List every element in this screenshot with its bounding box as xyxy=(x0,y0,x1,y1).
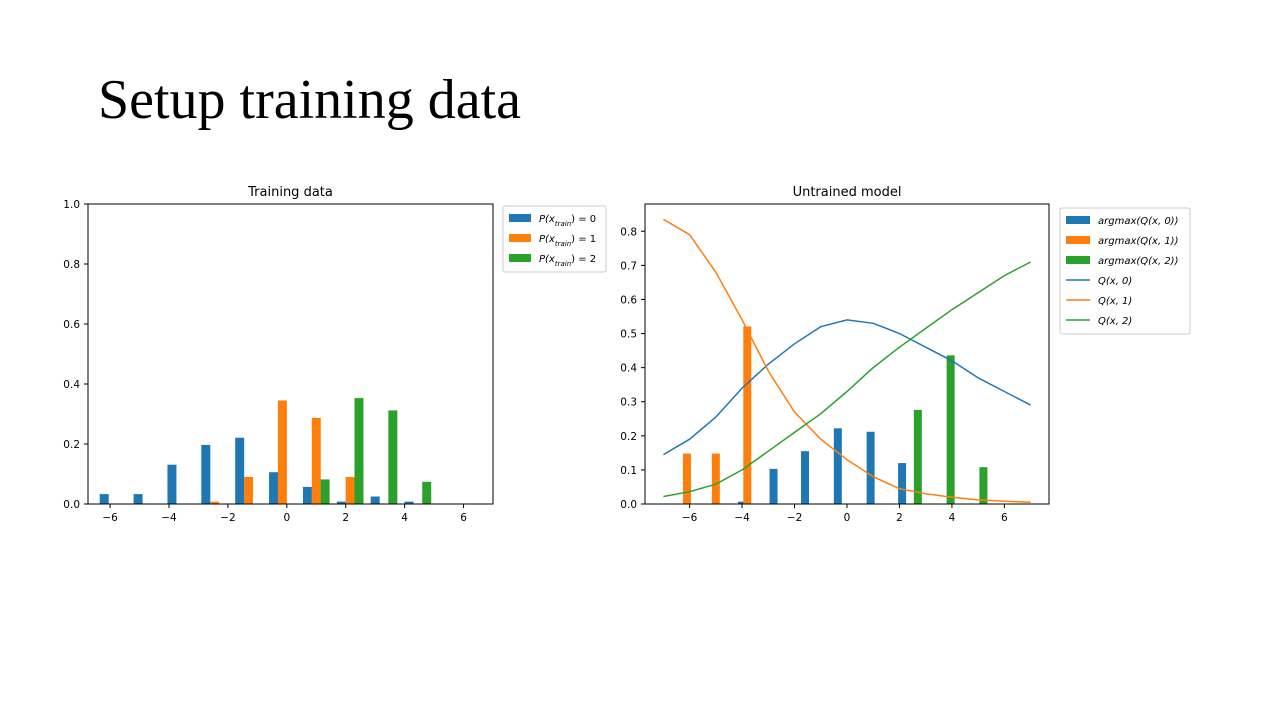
legend: argmax(Q(x, 0)) argmax(Q(x, 1)) argmax(Q(x… xyxy=(1059,207,1191,335)
y-tick-label: 0.5 xyxy=(620,329,637,341)
bar xyxy=(370,496,380,504)
chart-title: Untrained model xyxy=(793,185,902,200)
bar xyxy=(302,486,312,504)
bar xyxy=(404,501,414,504)
x-tick-label: −4 xyxy=(734,512,750,524)
y-tick-label: 0.2 xyxy=(620,431,637,443)
legend-swatch xyxy=(1066,256,1090,264)
y-tick-label: 0.4 xyxy=(620,363,637,375)
bar xyxy=(235,437,245,504)
legend-swatch xyxy=(509,234,531,242)
x-tick-label: 4 xyxy=(401,512,408,524)
legend-swatch xyxy=(509,254,531,262)
bar xyxy=(979,467,988,504)
legend-label: P(xtrain) = 2 xyxy=(539,254,596,268)
bar xyxy=(167,464,177,504)
bar xyxy=(336,501,346,504)
series-line xyxy=(663,319,1031,456)
bar xyxy=(898,463,907,504)
x-tick-label: 6 xyxy=(460,512,467,524)
y-tick-label: 1.0 xyxy=(63,199,80,211)
legend-label: argmax(Q(x, 0)) xyxy=(1098,216,1179,227)
legend-label: Q(x, 2) xyxy=(1098,316,1132,327)
x-tick-label: 4 xyxy=(949,512,956,524)
chart-0: Training data −6 −4 −2 0 2 4 6 0.0 0.2 0.4 0.6 0.8 1.… xyxy=(63,185,607,524)
legend: P(xtrain) = 0 P(xtrain) = 1 P(xtrain) = 2 xyxy=(502,205,607,273)
x-tick-label: −2 xyxy=(787,512,802,524)
x-tick-label: 2 xyxy=(342,512,349,524)
x-tick-label: −6 xyxy=(102,512,118,524)
bar xyxy=(269,472,279,504)
y-tick-label: 0.8 xyxy=(63,259,80,271)
y-tick-label: 0.0 xyxy=(620,499,637,511)
legend-frame xyxy=(1059,207,1191,335)
y-tick-label: 0.0 xyxy=(63,499,80,511)
bar xyxy=(320,479,330,504)
legend-label: argmax(Q(x, 2)) xyxy=(1098,256,1179,267)
bar xyxy=(345,477,355,504)
y-tick-label: 0.8 xyxy=(620,226,637,238)
y-tick-label: 0.4 xyxy=(63,379,80,391)
legend-swatch xyxy=(509,214,531,222)
x-tick-label: 0 xyxy=(844,512,851,524)
bar xyxy=(133,494,143,504)
y-tick-label: 0.6 xyxy=(620,294,637,306)
bar xyxy=(311,417,321,504)
slide-title: Setup training data xyxy=(98,69,522,131)
bar xyxy=(99,494,109,504)
bar xyxy=(833,428,842,504)
bar xyxy=(388,410,398,504)
bar xyxy=(913,409,922,504)
bar xyxy=(277,400,287,504)
x-tick-label: −2 xyxy=(220,512,235,524)
series-line xyxy=(663,218,1031,504)
bar xyxy=(946,355,955,504)
y-tick-label: 0.6 xyxy=(63,319,80,331)
bar xyxy=(244,477,254,504)
bar xyxy=(738,501,747,504)
bar xyxy=(866,431,875,504)
legend-label: P(xtrain) = 0 xyxy=(539,214,596,228)
x-tick-label: 2 xyxy=(896,512,903,524)
bar xyxy=(210,501,220,504)
legend-label: Q(x, 0) xyxy=(1098,276,1132,287)
bar xyxy=(711,453,720,504)
x-tick-label: 6 xyxy=(1001,512,1008,524)
bar xyxy=(422,481,432,504)
legend-swatch xyxy=(1066,216,1090,224)
bar xyxy=(743,326,752,504)
bar xyxy=(354,398,364,504)
chart-title: Training data xyxy=(247,185,333,200)
bar xyxy=(682,453,691,504)
axes-frame xyxy=(87,203,494,505)
legend-label: argmax(Q(x, 1)) xyxy=(1098,236,1179,247)
legend-swatch xyxy=(1066,236,1090,244)
series-line xyxy=(663,261,1031,498)
x-tick-label: 0 xyxy=(283,512,290,524)
legend-label: Q(x, 1) xyxy=(1098,296,1132,307)
bar xyxy=(769,468,778,504)
y-tick-label: 0.2 xyxy=(63,439,80,451)
bar xyxy=(801,451,810,504)
x-tick-label: −4 xyxy=(161,512,177,524)
y-tick-label: 0.7 xyxy=(620,260,637,272)
y-tick-label: 0.3 xyxy=(620,397,637,409)
x-tick-label: −6 xyxy=(682,512,698,524)
chart-1: Untrained model −6 −4 −2 0 2 4 6 0.0 0.1 0.2 0.3 0.4… xyxy=(620,185,1191,524)
legend-label: P(xtrain) = 1 xyxy=(539,234,596,248)
y-tick-label: 0.1 xyxy=(620,465,637,477)
bar xyxy=(201,444,211,504)
